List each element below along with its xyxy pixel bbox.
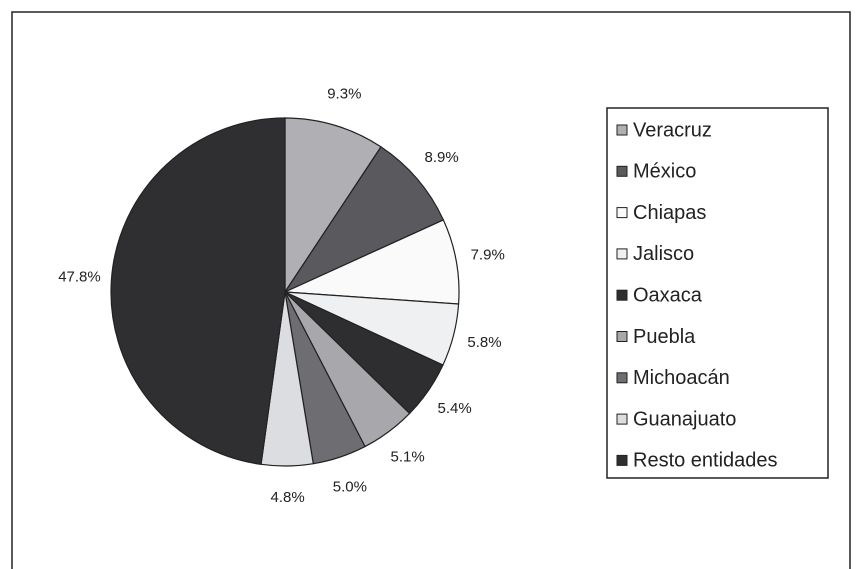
- legend-swatch: [616, 413, 628, 425]
- legend-label: Veracruz: [633, 119, 712, 141]
- legend-swatch: [616, 331, 628, 342]
- legend-swatch: [616, 372, 628, 384]
- data-label: 47.8%: [58, 269, 101, 286]
- legend-label: Chiapas: [633, 202, 706, 224]
- data-label: 5.0%: [333, 478, 367, 495]
- data-label: 5.8%: [467, 334, 501, 351]
- legend-label: Oaxaca: [633, 284, 703, 306]
- frame: [11, 11, 851, 569]
- data-label: 5.1%: [391, 448, 425, 465]
- pie-slice: [283, 146, 445, 294]
- data-label: 4.8%: [270, 489, 304, 506]
- legend-label: Jalisco: [633, 243, 694, 265]
- legend-swatch: [616, 248, 628, 260]
- legend-box: [606, 107, 829, 479]
- data-label: 5.4%: [438, 400, 472, 417]
- legend-label: México: [633, 161, 696, 183]
- legend-swatch: [616, 124, 628, 136]
- legend-swatch: [616, 207, 628, 219]
- legend-swatch: [616, 454, 628, 466]
- pie-slice: [110, 117, 286, 466]
- legend-label: Guanajuato: [633, 408, 736, 430]
- legend-label: Resto entidades: [633, 450, 778, 472]
- data-label: 8.9%: [425, 149, 459, 166]
- legend-label: Michoacán: [633, 367, 730, 389]
- legend-swatch: [616, 165, 628, 177]
- data-label: 7.9%: [471, 246, 505, 263]
- data-label: 9.3%: [327, 86, 361, 103]
- pie-slice: [284, 117, 382, 294]
- legend-swatch: [616, 289, 628, 301]
- legend-label: Puebla: [633, 326, 696, 348]
